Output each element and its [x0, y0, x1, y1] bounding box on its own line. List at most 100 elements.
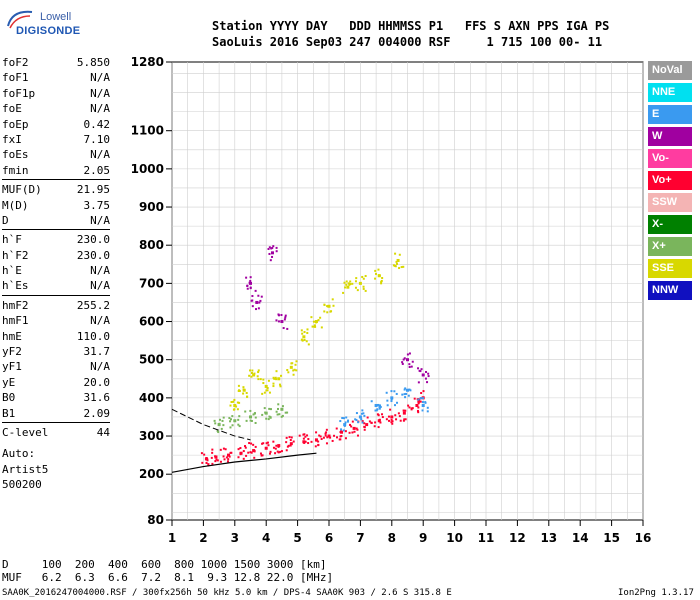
data-point [229, 426, 232, 429]
data-point [394, 252, 397, 255]
data-point [353, 430, 356, 433]
data-point [255, 308, 258, 311]
data-point [354, 286, 357, 289]
param-value: 2.09 [83, 406, 111, 420]
param-key: B1 [2, 406, 16, 420]
data-point [254, 445, 257, 448]
param-row: foEs N/A [2, 147, 110, 162]
x-tick-label: 6 [325, 531, 333, 545]
data-point [351, 282, 354, 285]
data-point [360, 418, 363, 421]
data-point [280, 407, 284, 411]
data-point [237, 384, 240, 387]
data-point [393, 264, 396, 267]
param-value: N/A [90, 71, 110, 85]
param-value: 110.0 [76, 329, 110, 343]
data-point [289, 444, 292, 447]
data-point [310, 316, 313, 319]
data-point [396, 401, 399, 404]
data-point [270, 251, 274, 255]
data-point [358, 281, 362, 285]
data-point [344, 286, 347, 289]
data-point [229, 420, 232, 423]
legend-item-w: W [648, 127, 692, 146]
separator-line [2, 229, 110, 231]
data-point [426, 381, 429, 384]
data-point [396, 258, 400, 262]
data-point [311, 325, 314, 328]
data-point [349, 423, 352, 426]
data-point [298, 434, 301, 437]
data-point [276, 450, 279, 453]
data-point [242, 392, 245, 395]
data-point [292, 373, 295, 376]
data-point [301, 332, 304, 335]
data-point [421, 373, 425, 377]
data-point [257, 307, 260, 310]
param-value: 5.850 [76, 56, 110, 69]
trace-line [171, 452, 317, 473]
x-tick-label: 11 [478, 531, 495, 545]
param-key: D [2, 213, 9, 227]
legend-item-e: E [648, 105, 692, 124]
data-point [362, 285, 365, 288]
data-point [269, 408, 272, 411]
data-point [302, 437, 305, 440]
param-key: foEp [2, 117, 29, 131]
data-point [404, 396, 407, 399]
data-point [326, 305, 329, 308]
param-row: yF1 N/A [2, 359, 110, 374]
data-point [325, 442, 328, 445]
data-point [315, 321, 318, 324]
param-value: 21.95 [76, 183, 110, 197]
data-point [420, 392, 423, 395]
data-point [377, 268, 380, 271]
param-key: hmF1 [2, 314, 29, 328]
data-point [274, 447, 277, 450]
data-point [216, 459, 219, 462]
data-point [272, 446, 275, 449]
data-point [339, 420, 342, 423]
data-point [229, 404, 232, 407]
data-point [390, 396, 394, 400]
data-point [201, 461, 204, 464]
data-point [404, 418, 407, 421]
data-point [344, 430, 347, 433]
data-point [379, 404, 382, 407]
data-point [362, 412, 365, 415]
separator-line [2, 179, 110, 181]
param-key: h`E [2, 264, 22, 278]
data-point [281, 405, 284, 408]
data-point [227, 453, 231, 457]
data-point [378, 405, 381, 408]
data-point [285, 441, 288, 444]
data-point [307, 343, 310, 346]
data-point [236, 408, 239, 411]
data-point [242, 386, 245, 389]
param-value: N/A [90, 279, 110, 293]
data-point [391, 420, 394, 423]
data-point [319, 435, 322, 438]
data-point [317, 443, 320, 446]
data-point [237, 418, 240, 421]
data-point [248, 281, 251, 284]
y-tick-label: 500 [139, 353, 164, 367]
data-point [322, 436, 325, 439]
data-point [254, 421, 257, 424]
data-point [410, 408, 413, 411]
x-tick-label: 12 [509, 531, 526, 545]
data-point [258, 301, 261, 304]
data-point [362, 287, 365, 290]
data-point [415, 404, 419, 407]
data-point [362, 277, 365, 280]
data-point [267, 247, 270, 250]
data-point [277, 314, 280, 317]
data-point [227, 458, 230, 461]
data-point [393, 390, 396, 393]
data-point [346, 420, 349, 423]
data-point [349, 283, 352, 286]
data-point [244, 445, 247, 448]
param-row: h`E N/A [2, 263, 110, 278]
param-value: 255.2 [76, 298, 110, 312]
